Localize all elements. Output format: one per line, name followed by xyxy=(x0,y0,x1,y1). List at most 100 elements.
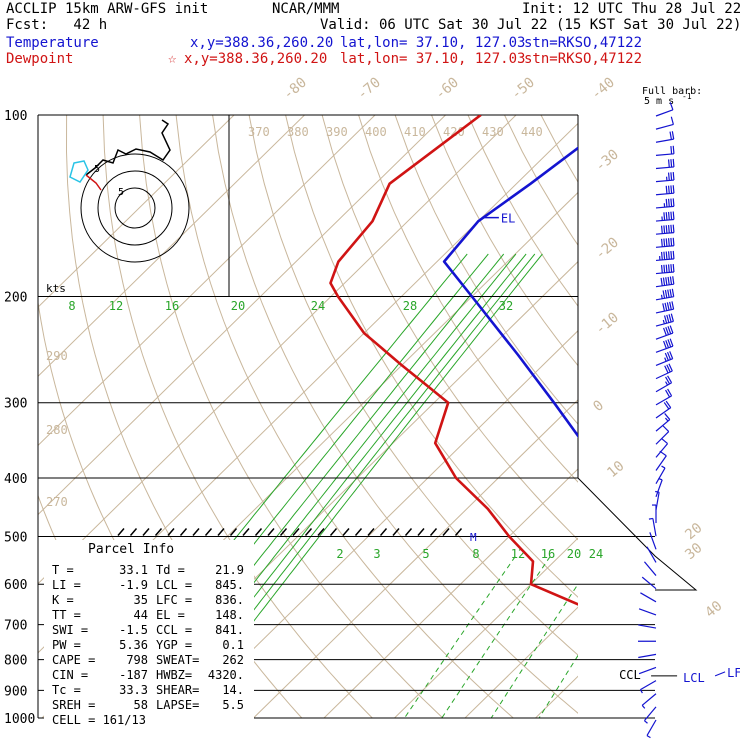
stable-layer-hatch xyxy=(117,527,125,536)
isotherm-label: -50 xyxy=(508,75,538,104)
isotherm-line xyxy=(394,537,578,718)
wind-barb-flag xyxy=(665,198,668,208)
stable-layer-hatch xyxy=(454,527,463,536)
wind-barb-staff xyxy=(638,653,657,659)
dewpoint-point: x,y=388.36,260.20 xyxy=(184,51,328,67)
wind-barb-flag xyxy=(672,263,675,273)
mixing-ratio-label: 3 xyxy=(373,547,380,561)
wind-barb-staff xyxy=(638,608,657,616)
wind-barb-staff xyxy=(655,345,674,353)
wind-barb-flag xyxy=(663,315,668,324)
wind-barb-flag xyxy=(660,238,663,247)
wind-barb-staff xyxy=(649,532,657,550)
mixing-ratio-label: 5 xyxy=(422,547,429,561)
wind-barb-staff xyxy=(655,308,674,314)
wind-barb-staff xyxy=(655,332,674,340)
init-time: Init: 12 UTC Thu 28 Jul 22 xyxy=(522,1,740,17)
wind-barb-flag xyxy=(670,224,673,233)
pressure-tick-label: 300 xyxy=(4,397,27,412)
wind-barb-flag xyxy=(667,159,670,168)
mixing-ratio-label: 24 xyxy=(589,547,603,561)
wind-barb-flag xyxy=(670,172,673,181)
wind-barb-flag xyxy=(671,131,675,140)
wind-barb-flag xyxy=(665,238,668,247)
parcel-info-value: 0.1 xyxy=(222,638,244,652)
wind-barb-flag xyxy=(663,225,666,234)
wind-barb-flag xyxy=(662,425,670,432)
pressure-tick-label: 500 xyxy=(4,530,27,545)
dry-adiabat xyxy=(394,115,578,425)
wind-barb-staff xyxy=(646,719,657,736)
parcel-info-value: 33.1 xyxy=(119,563,148,577)
parcel-info-value: 21.9 xyxy=(215,563,244,577)
dry-adiabat xyxy=(212,115,578,714)
stable-layer-hatch xyxy=(279,527,288,536)
star-icon: ☆ xyxy=(168,51,177,67)
wind-barb-half-flag xyxy=(658,477,663,481)
wind-barb-staff xyxy=(643,561,657,576)
mixing-ratio-label: 28 xyxy=(403,299,417,313)
stable-layer-hatch xyxy=(379,527,388,536)
mixing-ratio-label: 16 xyxy=(541,547,555,561)
wind-barb-flag xyxy=(672,158,675,168)
wind-barb-staff xyxy=(655,467,666,484)
wind-barb-flag xyxy=(664,302,668,311)
stable-layer-hatch xyxy=(179,527,188,536)
wind-barb-flag xyxy=(667,388,673,397)
wind-barb-flag xyxy=(662,303,666,312)
hodograph-ring-label: 5 xyxy=(94,164,100,175)
wind-barb-column: Full barb:5 m s -1 xyxy=(638,86,702,739)
parcel-info-value: 841. xyxy=(215,623,244,637)
isotherm-line xyxy=(38,115,446,516)
wind-barb-staff xyxy=(652,518,657,537)
dry-adiabat xyxy=(321,115,578,541)
wind-barb-flag xyxy=(661,438,668,445)
wind-barb-staff xyxy=(655,395,672,406)
wind-barb-flag xyxy=(669,301,672,310)
wind-barb-flag xyxy=(665,277,668,286)
dry-adiabat xyxy=(431,115,578,367)
temperature-point: x,y=388.36,260.20 xyxy=(190,35,334,51)
wind-barb-half-flag xyxy=(648,517,653,520)
wind-barb-staff xyxy=(655,407,672,419)
theta-label: 380 xyxy=(287,125,309,139)
wind-barb-flag xyxy=(667,375,673,384)
stable-layer-hatch xyxy=(229,527,238,536)
isotherm-line xyxy=(38,115,376,447)
valid-time: Valid: 06 UTC Sat 30 Jul 22 (15 KST Sat … xyxy=(320,17,740,33)
wind-barb-flag xyxy=(670,251,673,260)
stable-layer-hatch xyxy=(304,527,313,536)
isotherm-label: -20 xyxy=(592,235,622,264)
wind-barb-staff xyxy=(655,138,674,143)
parcel-info-cell: CELL = 161/13 xyxy=(52,713,146,727)
wind-barb-flag xyxy=(663,251,666,260)
hodograph-ring xyxy=(114,187,156,229)
wind-barb-flag xyxy=(670,159,673,168)
wind-barb-flag xyxy=(663,264,666,273)
wind-barb-flag xyxy=(672,211,675,220)
wind-barb-flag xyxy=(665,389,671,398)
parcel-info-key: EL = xyxy=(156,608,185,622)
wind-barb-flag xyxy=(665,400,672,409)
parcel-info-key: CIN = xyxy=(52,668,88,682)
stable-layer-hatch xyxy=(142,527,150,536)
dewpoint-station: stn=RKSO,47122 xyxy=(524,51,643,67)
wind-barb-half-flag xyxy=(646,735,651,739)
mixing-ratio-dashed-line xyxy=(490,583,578,718)
wind-barb-staff xyxy=(655,166,674,170)
hodograph-ring xyxy=(97,170,173,246)
wind-barb-half-flag xyxy=(665,381,669,386)
parcel-info-value: 58 xyxy=(134,698,148,712)
wind-barb-flag xyxy=(667,289,670,298)
wind-barb-flag xyxy=(662,290,666,299)
parcel-info-key: T = xyxy=(52,563,74,577)
wind-barb-half-flag xyxy=(660,294,663,299)
stable-layer-hatch xyxy=(192,527,200,536)
dry-adiabat xyxy=(285,115,578,598)
wind-barb-half-flag xyxy=(655,490,660,493)
stable-layer-hatch xyxy=(329,527,338,536)
parcel-info-key: SREH = xyxy=(52,698,95,712)
theta-label: 370 xyxy=(248,125,270,139)
wind-barb-flag xyxy=(667,251,670,260)
